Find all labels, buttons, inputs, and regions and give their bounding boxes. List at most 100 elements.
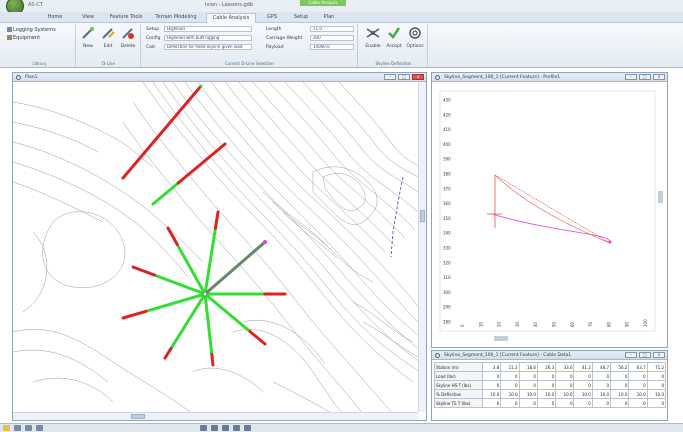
folder-icon[interactable] xyxy=(3,425,10,431)
row-header: Skyline TS T (lbs) xyxy=(434,398,483,408)
profile-window: Skyline_Segment_100_1 [Current Feature] … xyxy=(431,72,668,348)
tab-cable-analysis[interactable]: Cable Analysis xyxy=(206,13,256,24)
row-header: % Deflection xyxy=(434,389,483,399)
quick-access-toolbar[interactable]: AS-CT xyxy=(28,2,43,8)
spoke-west-nw-seg-a[interactable] xyxy=(153,273,207,296)
plan-window-icon xyxy=(16,75,21,80)
grid-icon[interactable] xyxy=(14,425,21,431)
tab-terrain-modeling[interactable]: Terrain Modeling xyxy=(155,14,197,20)
layer-icon[interactable] xyxy=(25,425,32,431)
skyline-corridors[interactable] xyxy=(121,84,287,367)
spoke-n-seg-b[interactable] xyxy=(213,210,220,230)
maximize-button[interactable]: □ xyxy=(398,74,410,80)
corridor-1-seg-b[interactable] xyxy=(121,86,201,180)
new-deline-button[interactable]: New xyxy=(79,25,97,55)
plan-hscroll-thumb[interactable] xyxy=(131,414,145,419)
payload-field[interactable]: 10000.0 xyxy=(310,44,354,50)
landing-point[interactable] xyxy=(202,291,208,297)
carriage-weight-field[interactable]: 300 xyxy=(310,35,354,41)
table-cell: 0 xyxy=(481,371,502,381)
tab-view[interactable]: View xyxy=(82,14,94,20)
profile-minimize-button[interactable]: – xyxy=(625,74,637,80)
plan-horizontal-scrollbar[interactable] xyxy=(13,412,418,420)
profile-plot-area xyxy=(439,90,656,332)
calc-label: Calc xyxy=(146,45,156,50)
spoke-w-seg-b[interactable] xyxy=(121,309,148,320)
spoke-west-nw-seg-b[interactable] xyxy=(131,265,157,277)
table-cell: 0 xyxy=(628,371,648,381)
y-tick-label: 380 xyxy=(443,172,451,177)
profile-close-button[interactable]: × xyxy=(653,74,665,80)
equipment-button[interactable]: Equipment xyxy=(7,35,40,41)
profile-vscroll-thumb[interactable] xyxy=(658,191,663,203)
y-tick-label: 350 xyxy=(443,216,451,221)
profile-chart[interactable]: 4304204104003903803703603503403303203103… xyxy=(432,83,667,347)
calc-field[interactable]: Deflection for fixed skyline given load xyxy=(164,44,252,50)
data-close-button[interactable]: × xyxy=(653,352,665,358)
enable-button[interactable]: Enable xyxy=(363,25,383,55)
spoke-se-seg-b[interactable] xyxy=(248,330,267,346)
delete-deline-button[interactable]: Delete xyxy=(119,25,137,55)
minimize-button[interactable]: – xyxy=(384,74,396,80)
plan-vscroll-thumb[interactable] xyxy=(420,210,425,222)
carriage-weight-label: Carriage Weight xyxy=(266,36,303,41)
spoke-w-seg-a[interactable] xyxy=(144,292,207,313)
table-cell: 0 xyxy=(481,380,502,390)
table-cell: 18.6 xyxy=(518,362,538,372)
corridor-2-seg-b[interactable] xyxy=(176,142,227,185)
spoke-sw-seg-a[interactable] xyxy=(169,292,207,350)
data-minimize-button[interactable]: – xyxy=(625,352,637,358)
tab-feature-tools[interactable]: Feature Tools xyxy=(109,14,143,20)
close-button[interactable]: × xyxy=(412,74,424,80)
accept-button[interactable]: Accept xyxy=(384,25,404,55)
table-cell: 0 xyxy=(500,398,520,408)
zoom-in-icon[interactable] xyxy=(200,425,207,431)
table-cell: 0 xyxy=(573,380,593,390)
table-cell: 0 xyxy=(628,380,648,390)
tab-gps[interactable]: GPS xyxy=(266,14,278,20)
options-button[interactable]: Options xyxy=(405,25,425,55)
table-cell: 0 xyxy=(536,398,557,408)
measure-icon[interactable] xyxy=(244,425,251,431)
x-tick-label: 60 xyxy=(570,321,575,327)
edit-deline-button[interactable]: Edit xyxy=(99,25,117,55)
tab-home[interactable]: Home xyxy=(47,14,63,20)
y-tick-label: 370 xyxy=(443,186,451,191)
table-cell: 0 xyxy=(555,371,575,381)
logging-systems-button[interactable]: Logging Systems xyxy=(7,27,56,33)
length-field[interactable]: 71.0 xyxy=(310,26,354,32)
spoke-s-seg-a[interactable] xyxy=(203,292,214,356)
tab-plan[interactable]: Plan xyxy=(323,14,335,20)
spoke-ne-selected[interactable] xyxy=(204,240,266,296)
pan-icon[interactable] xyxy=(222,425,229,431)
profile-hscroll-thumb[interactable] xyxy=(494,336,508,341)
contour-map[interactable] xyxy=(13,82,418,412)
contour-lines xyxy=(13,82,418,412)
skyline-load-line xyxy=(494,174,611,244)
table-icon[interactable] xyxy=(36,425,43,431)
spoke-nw-seg-a[interactable] xyxy=(175,243,207,296)
data-maximize-button[interactable]: □ xyxy=(639,352,651,358)
config-field[interactable]: Highlead with butt rigging xyxy=(164,35,252,41)
plan-vertical-scrollbar[interactable] xyxy=(418,82,426,412)
spoke-s-seg-b[interactable] xyxy=(210,352,215,367)
x-tick-label: 70 xyxy=(588,321,593,327)
group-label-library: Library xyxy=(32,61,47,66)
spoke-nw-seg-b[interactable] xyxy=(166,226,179,246)
spoke-sw-seg-b[interactable] xyxy=(163,346,173,360)
table-cell: 10.0 xyxy=(628,389,648,399)
spoke-se-seg-a[interactable] xyxy=(203,292,252,333)
plan-map-canvas[interactable] xyxy=(13,82,418,412)
zoom-out-icon[interactable] xyxy=(211,425,218,431)
boundary-line xyxy=(390,176,404,258)
spoke-n-seg-a[interactable] xyxy=(203,226,217,296)
setup-field[interactable]: Highlead xyxy=(164,26,252,32)
tab-setup[interactable]: Setup xyxy=(293,14,309,20)
identify-icon[interactable] xyxy=(233,425,240,431)
x-tick-label: 40 xyxy=(533,321,538,327)
corridor-2-seg-a[interactable] xyxy=(151,181,180,206)
table-cell: 0 xyxy=(555,398,575,408)
table-cell: 10.0 xyxy=(481,389,502,399)
cable-data-window-title: Skyline_Segment_100_1 [Current Feature] … xyxy=(444,353,572,358)
profile-maximize-button[interactable]: □ xyxy=(639,74,651,80)
